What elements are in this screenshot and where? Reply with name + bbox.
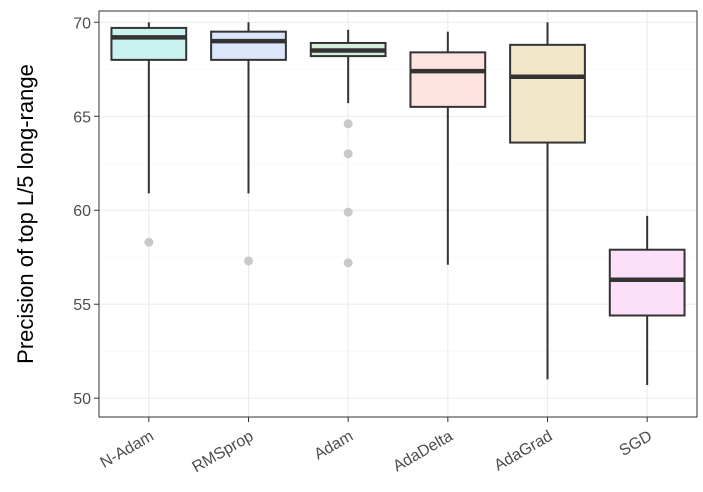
box-rmsprop	[210, 22, 287, 266]
box-iqr	[509, 43, 586, 144]
outlier-point	[343, 258, 353, 268]
outlier-point	[343, 207, 353, 217]
outlier-point	[144, 237, 154, 247]
x-tick-label: RMSprop	[189, 428, 256, 477]
outlier-point	[343, 119, 353, 129]
x-tick-label: AdaGrad	[492, 428, 556, 475]
box-sgd	[608, 215, 686, 386]
box-adagrad	[509, 22, 586, 380]
x-tick-label: Adam	[311, 428, 356, 464]
outlier-point	[244, 256, 253, 266]
boxes-layer	[110, 22, 686, 386]
y-axis-ticks: 50 55 60 65 70	[73, 15, 99, 408]
box-iqr	[608, 248, 686, 317]
box-adadelta	[409, 31, 487, 265]
x-tick-label: SGD	[617, 428, 656, 460]
y-tick-label: 60	[73, 203, 91, 220]
grid-layer	[99, 11, 697, 417]
box-n-adam	[110, 22, 188, 247]
y-tick-label: 65	[73, 109, 91, 126]
panel-border	[98, 10, 698, 418]
box-iqr	[110, 26, 188, 61]
outlier-point	[343, 149, 353, 159]
box-adam	[309, 29, 387, 268]
x-axis-ticks: N-Adam RMSprop Adam AdaDelta AdaGrad SGD	[98, 417, 656, 477]
x-tick-label: N-Adam	[98, 428, 157, 472]
y-tick-label: 55	[73, 297, 91, 314]
y-axis-title: Precision of top L/5 long-range	[13, 64, 38, 364]
y-tick-label: 50	[73, 391, 91, 408]
box-iqr	[210, 30, 287, 61]
y-tick-label: 70	[73, 15, 91, 32]
box-iqr	[409, 51, 487, 108]
panel-background	[99, 11, 697, 417]
x-tick-label: AdaDelta	[390, 428, 456, 476]
